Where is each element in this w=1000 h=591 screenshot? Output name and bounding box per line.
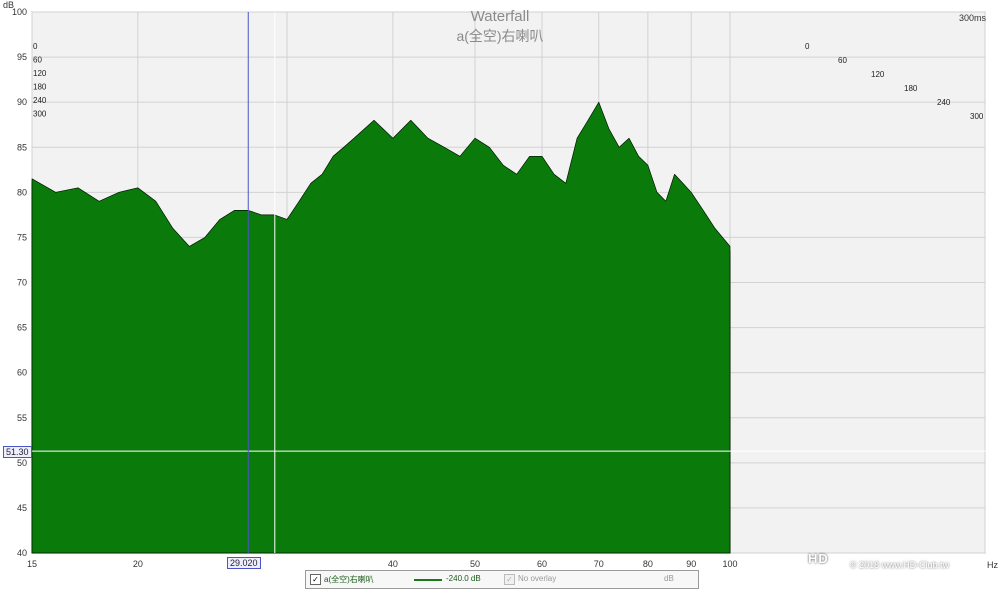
x-tick-label: 90 <box>686 559 696 569</box>
x-tick-label: 40 <box>388 559 398 569</box>
x-tick-label: 15 <box>27 559 37 569</box>
time-axis-label: 120 <box>33 69 47 78</box>
x-axis-unit: Hz <box>987 560 998 570</box>
legend-trace-value: -240.0 dB <box>446 574 481 583</box>
chart-title: Waterfall <box>470 8 530 25</box>
watermark-text: © 2018 www.HD-Club.tw <box>850 560 950 570</box>
y-tick-label: 100 <box>12 7 27 17</box>
y-tick-label: 90 <box>17 97 27 107</box>
y-tick-label: 85 <box>17 142 27 152</box>
y-tick-label: 55 <box>17 413 27 423</box>
watermark-logo: HD <box>808 551 829 566</box>
time-axis-label: 300 <box>33 110 47 119</box>
cursor-db-readout: 51.30 <box>3 446 32 458</box>
y-tick-label: 70 <box>17 278 27 288</box>
time-axis-label: 240 <box>33 96 47 105</box>
legend-overlay-unit: dB <box>664 574 674 583</box>
time-axis-label: 0 <box>805 42 810 51</box>
waterfall-slice <box>31 101 731 554</box>
time-axis-label: 60 <box>33 56 42 65</box>
time-max-label: 300ms <box>958 13 986 23</box>
time-axis-label: 300 <box>970 112 984 121</box>
y-tick-label: 95 <box>17 52 27 62</box>
overlay-checkbox[interactable]: ✓ <box>504 574 515 585</box>
y-tick-label: 65 <box>17 323 27 333</box>
legend-trace-line <box>414 579 442 581</box>
cursor-hz-readout: 29.020 <box>227 557 261 569</box>
legend-trace-name: a(全空)右喇叭 <box>324 575 374 584</box>
legend-panel: ✓ a(全空)右喇叭 -240.0 dB ✓ No overlay dB <box>305 570 699 589</box>
time-axis-label: 60 <box>838 56 847 65</box>
x-tick-label: 20 <box>133 559 143 569</box>
y-tick-label: 60 <box>17 368 27 378</box>
x-tick-label: 80 <box>643 559 653 569</box>
x-tick-label: 60 <box>537 559 547 569</box>
trace-checkbox[interactable]: ✓ <box>310 574 321 585</box>
chart-subtitle: a(全空)右喇叭 <box>456 28 544 44</box>
x-tick-label: 100 <box>722 559 737 569</box>
time-axis-label: 180 <box>33 83 47 92</box>
time-axis-label: 240 <box>937 98 951 107</box>
time-axis-label: 180 <box>904 84 918 93</box>
y-tick-label: 50 <box>17 458 27 468</box>
y-tick-label: 40 <box>17 548 27 558</box>
y-tick-label: 80 <box>17 187 27 197</box>
y-tick-label: 75 <box>17 232 27 242</box>
time-axis-label: 120 <box>871 70 885 79</box>
legend-overlay-label: No overlay <box>518 574 557 583</box>
time-axis-label: 0 <box>33 42 38 51</box>
y-axis-label: dB <box>3 0 15 10</box>
x-tick-label: 50 <box>470 559 480 569</box>
x-tick-label: 70 <box>594 559 604 569</box>
y-tick-label: 45 <box>17 503 27 513</box>
